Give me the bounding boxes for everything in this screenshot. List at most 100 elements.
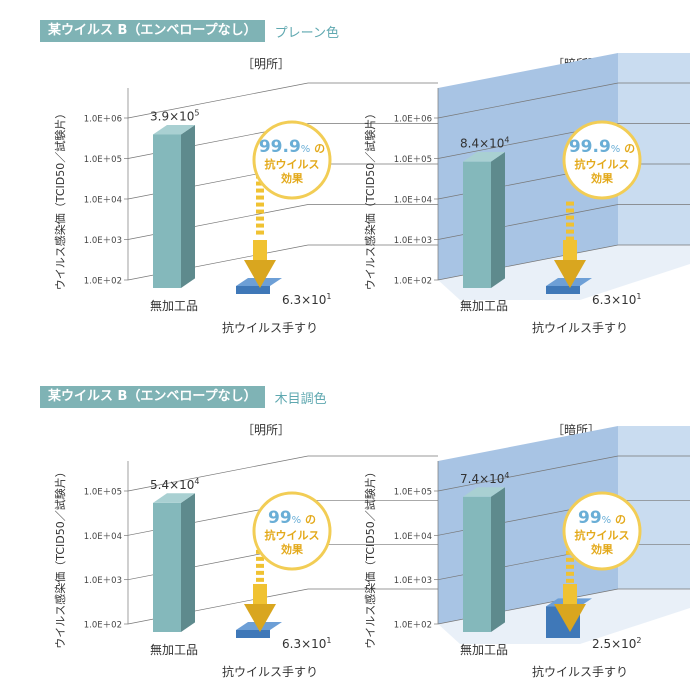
bar-untreated-side [181,124,195,288]
bar-untreated-side [491,151,505,288]
bar-untreated [463,496,491,632]
arrow-dash [256,577,264,582]
y-tick-label: 1.0E＋03 [394,236,432,246]
category-label-untreated: 無加工品 [460,298,508,313]
grid-line [437,82,619,119]
y-tick-label: 1.0E＋04 [84,196,122,206]
section-virus-tag: 某ウイルス B（エンベロープなし） [40,20,265,42]
reduction-badge [562,120,642,200]
y-axis-title: ウイルス感染価（TCID50／試験片） [53,108,67,290]
arrow-shaft [253,584,267,606]
value-label-untreated: 8.4×104 [460,136,510,151]
value-label-untreated: 3.9×105 [150,109,200,124]
reduction-line1: 抗ウイルス [575,528,630,542]
arrow-dash [566,222,574,227]
category-label-untreated: 無加工品 [460,642,508,657]
arrow-dash [256,570,264,575]
reduction-line2: 効果 [591,171,613,185]
reduction-percent: 99.9% の [259,137,325,157]
bar-untreated-top [463,487,505,497]
value-label-untreated: 7.4×104 [460,471,510,486]
y-tick-label: 1.0E＋02 [394,621,432,631]
bar-untreated-top [153,124,195,135]
y-axis-title: ウイルス感染価（TCID50／試験片） [363,108,377,290]
y-tick-label: 1.0E＋05 [84,488,122,498]
arrow-dash [566,236,574,241]
value-label-treated: 6.3×101 [592,292,642,307]
y-tick-label: 1.0E＋04 [394,532,432,542]
reduction-line1: 抗ウイルス [575,157,630,171]
y-tick-label: 1.0E＋03 [394,576,432,586]
bar-untreated [463,161,491,288]
y-tick-label: 1.0E＋02 [84,621,122,631]
y-tick-label: 1.0E＋05 [394,488,432,498]
chart-panel: ［暗所］1.0E＋021.0E＋031.0E＋041.0E＋051.0E＋06ウ… [363,53,690,335]
condition-label: ［明所］ [242,57,290,71]
reduction-percent: 99% の [578,508,626,528]
arrow-dash [256,563,264,568]
y-axis-title: ウイルス感染価（TCID50／試験片） [363,466,377,648]
arrow-dash [566,201,574,206]
value-label-untreated: 5.4×104 [150,477,200,492]
reduction-badge [252,120,332,200]
arrow-shaft [253,240,267,262]
arrow-shaft [563,584,577,606]
category-label-treated: 抗ウイルス手すり [222,664,318,679]
reduction-line2: 効果 [281,542,303,556]
y-tick-label: 1.0E＋04 [84,532,122,542]
y-tick-label: 1.0E＋04 [394,196,432,206]
y-tick-label: 1.0E＋03 [84,236,122,246]
y-tick-label: 1.0E＋06 [394,115,432,125]
grid-line [437,455,619,492]
condition-label: ［明所］ [242,423,290,437]
arrow-head [554,604,586,632]
reduction-line2: 効果 [591,542,613,556]
arrow-dash [566,557,574,562]
arrow-dash [256,209,264,214]
arrow-dash [566,208,574,213]
reduction-line1: 抗ウイルス [265,528,320,542]
category-label-untreated: 無加工品 [150,298,198,313]
y-axis-title: ウイルス感染価（TCID50／試験片） [53,466,67,648]
arrow-dash [566,578,574,583]
arrow-head [244,604,276,632]
bar-treated [236,630,270,638]
arrow-head [554,260,586,288]
bar-untreated-side [491,487,505,632]
arrow-dash [256,195,264,200]
bar-untreated-side [181,493,195,632]
y-tick-label: 1.0E＋03 [84,576,122,586]
bar-untreated-top [463,151,505,162]
arrow-dash [256,216,264,221]
category-label-untreated: 無加工品 [150,642,198,657]
bar-untreated-top [153,493,195,503]
category-label-treated: 抗ウイルス手すり [532,320,628,335]
arrow-dash [256,230,264,235]
y-tick-label: 1.0E＋05 [84,155,122,165]
arrow-head [244,260,276,288]
y-tick-label: 1.0E＋05 [394,155,432,165]
grid-line [127,455,309,492]
reduction-line2: 効果 [281,171,303,185]
reduction-percent: 99% の [268,508,316,528]
chart-panel: ［明所］ 1.0E＋02 1.0E＋03 1.0E＋04 1.0E＋05 1.0E＋06 ウ… [53,57,438,335]
reduction-badge [562,491,642,571]
arrow-dash [566,571,574,576]
arrow-dash [566,215,574,220]
section-finish-label: プレーン色 [274,25,340,41]
bar-untreated [153,134,181,288]
arrow-dash [566,229,574,234]
chart-panel: ［暗所］1.0E＋021.0E＋031.0E＋041.0E＋05ウイルス感染価（… [363,422,690,679]
category-label-treated: 抗ウイルス手すり [532,664,628,679]
bar-treated [236,286,270,294]
bar-untreated [153,502,181,632]
category-label-treated: 抗ウイルス手すり [222,320,318,335]
y-tick-label: 1.0E＋06 [84,115,122,125]
arrow-shaft [563,240,577,262]
value-label-treated: 2.5×102 [592,636,642,651]
arrow-dash [256,223,264,228]
reduction-percent: 99.9% の [569,137,635,157]
arrow-dash [256,202,264,207]
y-tick-label: 1.0E＋02 [84,277,122,287]
